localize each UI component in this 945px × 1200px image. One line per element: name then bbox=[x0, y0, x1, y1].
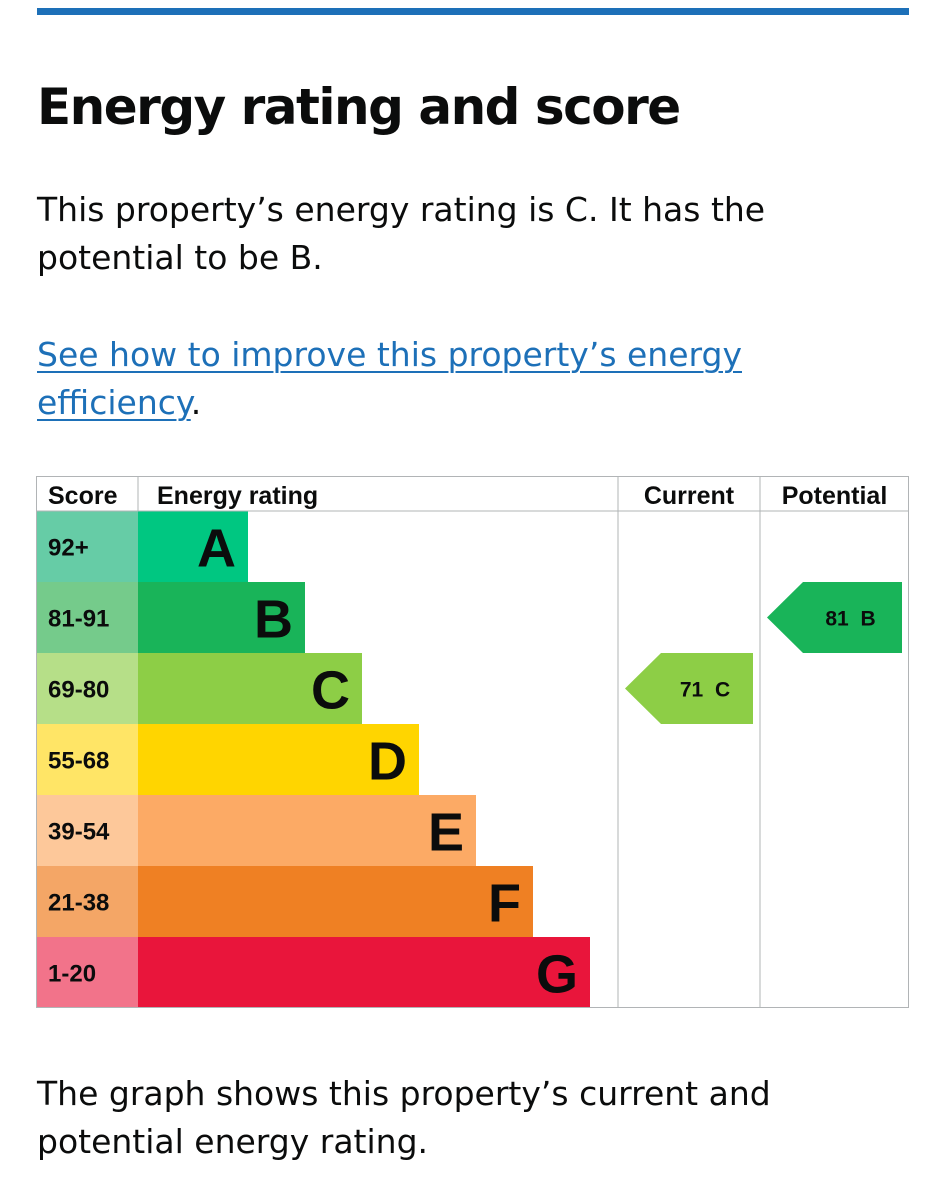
current-rating-label: 71 C bbox=[680, 679, 730, 702]
current-rating-arrow bbox=[625, 653, 753, 724]
chart-border bbox=[36, 476, 909, 1008]
improve-efficiency-link[interactable]: See how to improve this property’s energ… bbox=[37, 335, 742, 422]
score-label-b: 81-91 bbox=[48, 606, 109, 633]
score-label-e: 39-54 bbox=[48, 819, 110, 846]
score-cell-g bbox=[36, 937, 138, 1008]
score-label-f: 21-38 bbox=[48, 890, 109, 917]
score-cell-a bbox=[36, 511, 138, 582]
energy-rating-chart: Score Energy rating Current Potential 92+ A 81… bbox=[36, 476, 909, 1008]
score-cell-e bbox=[36, 795, 138, 866]
band-bar-a bbox=[138, 511, 248, 582]
band-bar-b bbox=[138, 582, 305, 653]
potential-rating-label: 81 B bbox=[825, 608, 875, 631]
page-title: Energy rating and score bbox=[37, 78, 681, 136]
score-label-g: 1-20 bbox=[48, 961, 96, 988]
band-bar-d bbox=[138, 724, 419, 795]
score-cell-c bbox=[36, 653, 138, 724]
score-cell-b bbox=[36, 582, 138, 653]
improve-link-trailing: . bbox=[190, 383, 202, 422]
header-potential: Potential bbox=[782, 482, 888, 510]
band-letter-e: E bbox=[428, 803, 464, 863]
score-cell-d bbox=[36, 724, 138, 795]
improve-paragraph: See how to improve this property’s energ… bbox=[37, 331, 897, 427]
band-bar-c bbox=[138, 653, 362, 724]
score-label-d: 55-68 bbox=[48, 748, 109, 775]
score-label-a: 92+ bbox=[48, 535, 89, 562]
band-letter-g: G bbox=[536, 945, 578, 1005]
band-bar-g bbox=[138, 937, 590, 1008]
header-score: Score bbox=[48, 482, 118, 510]
chart-caption: The graph shows this property’s current … bbox=[37, 1074, 771, 1161]
rating-summary: This property’s energy rating is C. It h… bbox=[37, 190, 766, 277]
band-bar-f bbox=[138, 866, 533, 937]
band-letter-d: D bbox=[368, 732, 407, 792]
energy-rating-chart-svg: Score Energy rating Current Potential 92+ A 81… bbox=[36, 476, 909, 1008]
band-letter-b: B bbox=[254, 590, 293, 650]
band-letter-a: A bbox=[197, 519, 236, 579]
top-rule bbox=[37, 8, 909, 15]
score-label-c: 69-80 bbox=[48, 677, 109, 704]
band-bar-e bbox=[138, 795, 476, 866]
score-cell-f bbox=[36, 866, 138, 937]
band-letter-f: F bbox=[488, 874, 521, 934]
header-current: Current bbox=[644, 482, 735, 510]
header-energy-rating: Energy rating bbox=[157, 482, 318, 510]
potential-rating-arrow bbox=[767, 582, 902, 653]
band-letter-c: C bbox=[311, 661, 350, 721]
